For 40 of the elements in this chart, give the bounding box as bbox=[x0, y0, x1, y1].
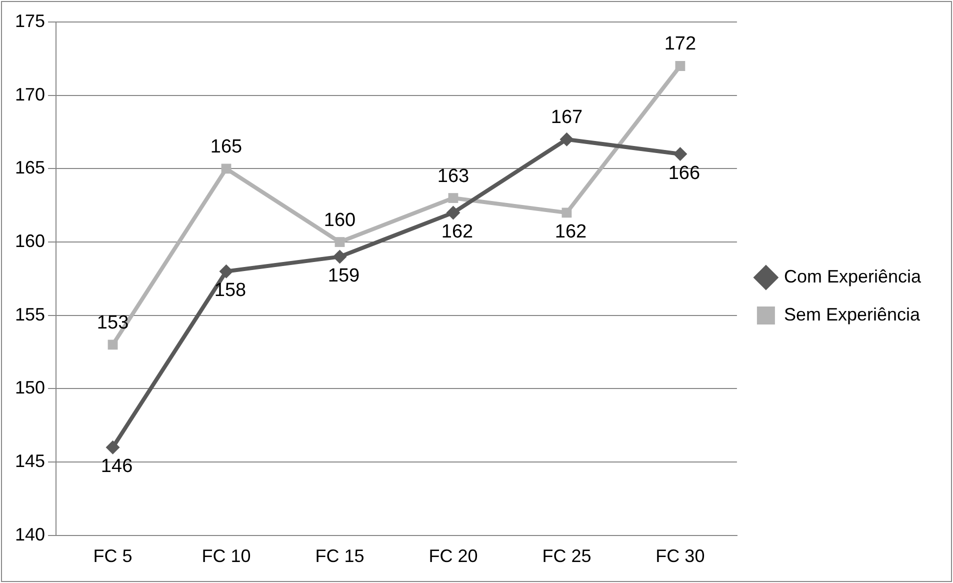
x-tick-label: FC 10 bbox=[202, 546, 251, 566]
point bbox=[446, 206, 460, 220]
point bbox=[108, 340, 118, 350]
point bbox=[221, 164, 232, 174]
x-tick-label: FC 5 bbox=[93, 546, 132, 566]
y-tick-label: 155 bbox=[14, 304, 46, 324]
data-label: 167 bbox=[550, 107, 583, 128]
point bbox=[560, 132, 574, 146]
y-tick-label: 145 bbox=[14, 451, 46, 472]
data-label: 165 bbox=[210, 136, 242, 158]
y-tick-label: 165 bbox=[14, 158, 46, 178]
data-label: 166 bbox=[668, 162, 700, 184]
legend-label: Sem Experiência bbox=[784, 304, 921, 324]
point bbox=[673, 147, 688, 162]
y-tick-label: 160 bbox=[14, 230, 46, 251]
x-tick-label: FC 15 bbox=[315, 546, 364, 566]
data-label: 159 bbox=[328, 265, 360, 286]
point bbox=[448, 193, 458, 203]
point bbox=[562, 208, 572, 218]
data-label: 163 bbox=[437, 166, 470, 187]
point bbox=[332, 250, 347, 264]
y-tick-label: 170 bbox=[14, 84, 46, 104]
point bbox=[334, 237, 345, 247]
x-tick-label: FC 30 bbox=[656, 546, 705, 566]
legend-label: Com Experiência bbox=[784, 266, 922, 286]
x-tick-label: FC 20 bbox=[428, 546, 478, 566]
data-label: 160 bbox=[324, 210, 356, 231]
y-tick-label: 175 bbox=[14, 10, 46, 31]
data-label: 162 bbox=[441, 221, 474, 242]
y-tick-label: 150 bbox=[14, 378, 46, 398]
data-label: 153 bbox=[96, 312, 129, 334]
data-label: 146 bbox=[100, 456, 133, 478]
data-label: 158 bbox=[214, 280, 246, 302]
data-label: 172 bbox=[664, 34, 696, 55]
y-tick-label: 140 bbox=[14, 524, 46, 544]
x-tick-label: FC 25 bbox=[542, 546, 592, 566]
data-label: 162 bbox=[554, 221, 587, 242]
point bbox=[219, 264, 234, 278]
point bbox=[106, 440, 120, 454]
point bbox=[675, 61, 686, 71]
